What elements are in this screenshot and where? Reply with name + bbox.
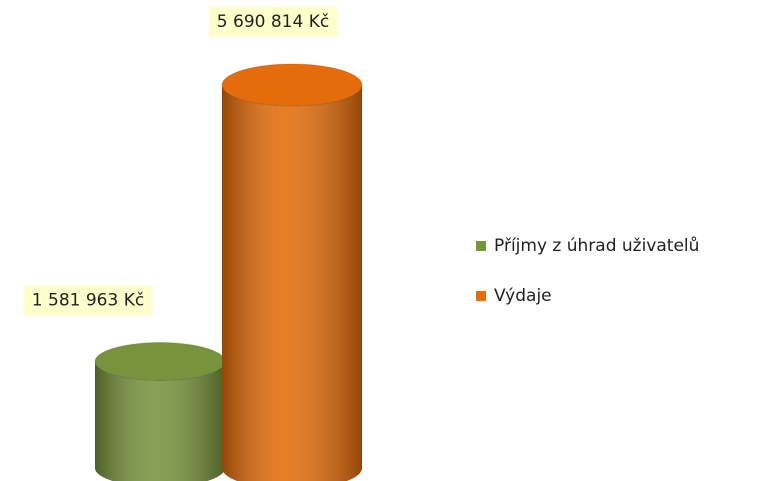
cylinder-top (221, 63, 363, 107)
cylinder-top (94, 342, 226, 382)
cylinder-shade (95, 361, 225, 481)
value-label: 1 581 963 Kč (32, 291, 144, 311)
value-label-box (208, 7, 338, 37)
legend-label: Příjmy z úhrad uživatelů (494, 236, 699, 256)
legend-swatch (476, 241, 486, 251)
cylinder-shade (222, 85, 362, 481)
legend-swatch (476, 291, 486, 301)
value-label-box (23, 285, 153, 316)
legend-label: Výdaje (494, 286, 552, 306)
value-label: 5 690 814 Kč (217, 12, 329, 32)
